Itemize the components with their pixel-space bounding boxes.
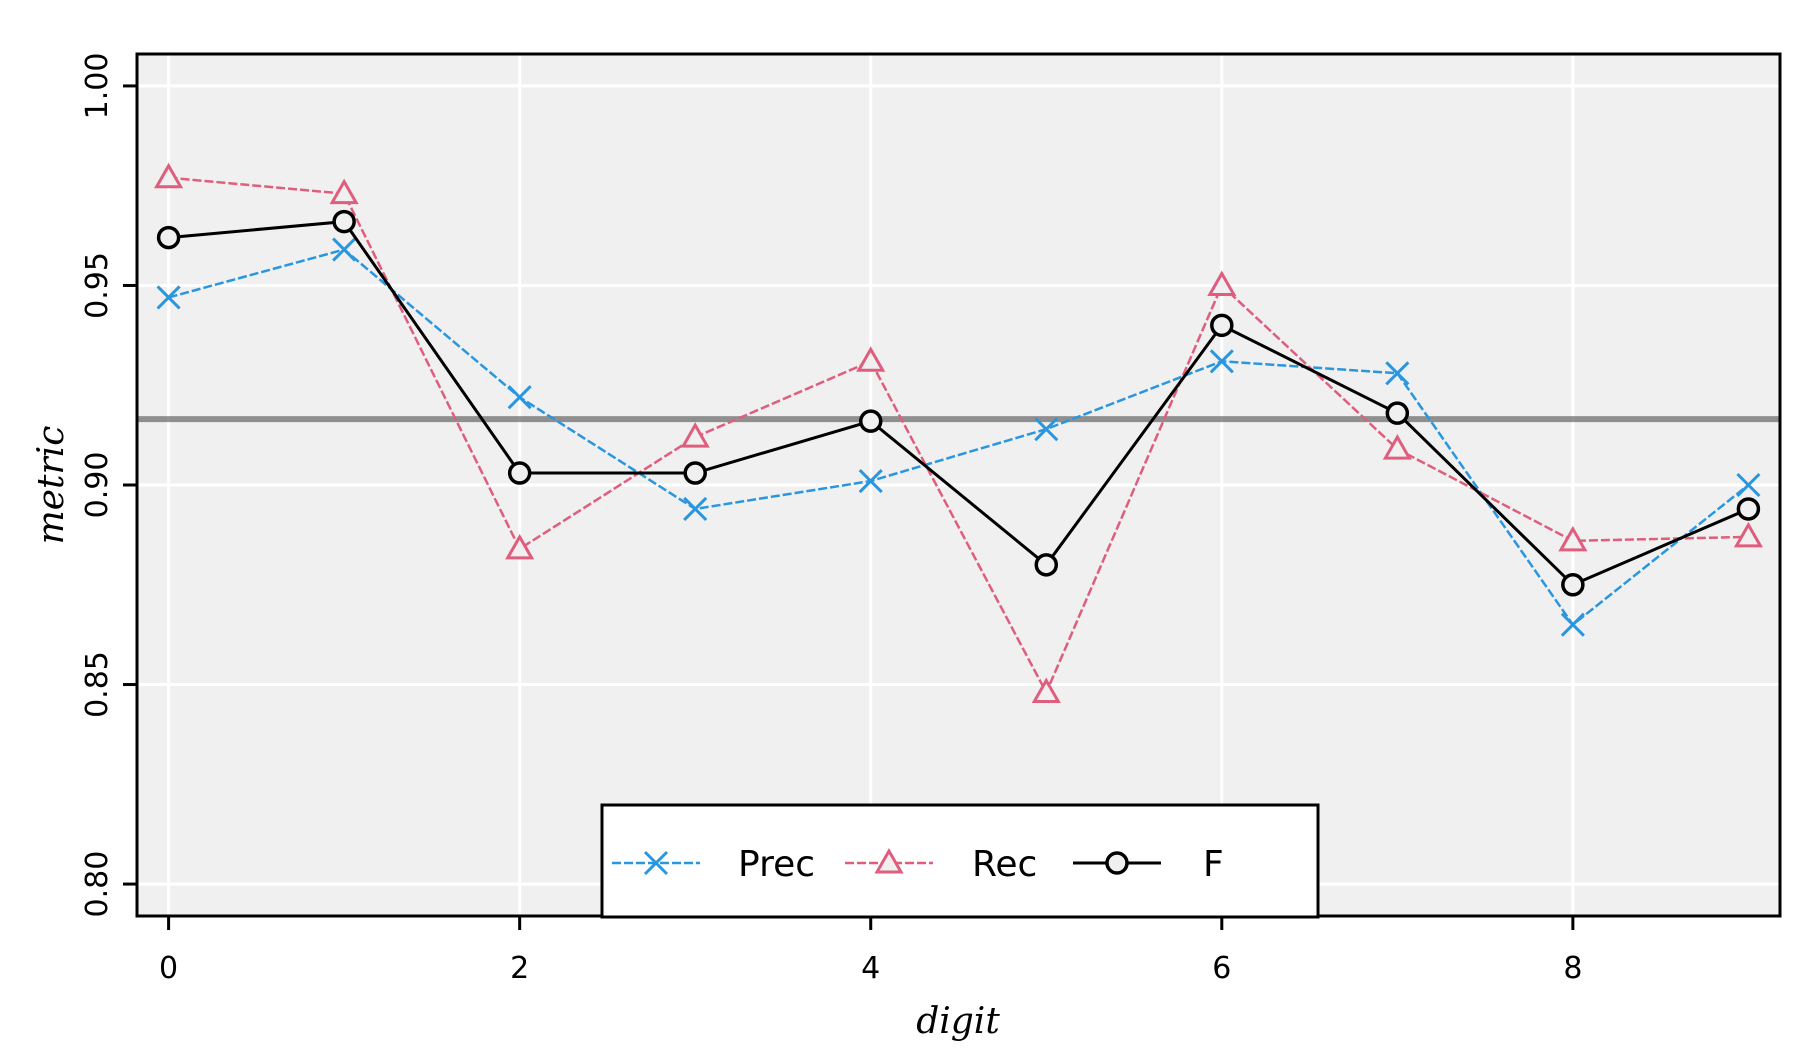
point-marker — [683, 461, 707, 485]
x-tick-label: 6 — [1212, 951, 1231, 986]
legend-entry-rec: Rec — [845, 844, 1037, 885]
series-line — [168, 176, 1749, 696]
marker-stroke — [858, 468, 883, 494]
point-marker — [1736, 472, 1761, 498]
point-marker — [507, 385, 532, 410]
point-marker — [1736, 497, 1761, 521]
series-line — [168, 220, 1749, 587]
point-marker — [1034, 553, 1059, 577]
marker-stroke — [1560, 612, 1585, 637]
point-marker — [1385, 361, 1410, 386]
series-layer — [154, 162, 1763, 704]
x-axis-title: digit — [916, 1001, 1000, 1042]
legend-entry-prec: Prec — [612, 844, 815, 885]
point-marker — [154, 162, 184, 189]
y-tick-label: 0.80 — [80, 851, 115, 918]
point-marker — [1382, 434, 1412, 460]
point-marker — [856, 346, 886, 372]
point-marker — [643, 850, 669, 876]
y-axis-title: metric — [31, 426, 72, 545]
marker-stroke — [156, 285, 181, 310]
point-marker — [329, 178, 359, 205]
point-marker — [1031, 677, 1061, 704]
point-marker — [1207, 270, 1237, 296]
series-rec — [154, 162, 1763, 704]
legend: Prec Rec F — [600, 803, 1320, 919]
marker-stroke — [683, 496, 708, 522]
series-prec — [156, 237, 1761, 637]
point-marker — [1385, 401, 1410, 425]
x-tick-label: 0 — [159, 951, 178, 986]
x-tick-label: 4 — [861, 951, 880, 986]
y-tick-label: 0.90 — [80, 452, 115, 519]
point-marker — [874, 847, 904, 874]
point-marker — [332, 237, 357, 262]
point-marker — [683, 496, 708, 522]
marker-stroke — [332, 237, 357, 262]
point-marker — [505, 533, 535, 560]
point-marker — [156, 285, 181, 310]
series-f — [156, 209, 1761, 597]
marker-stroke — [1209, 349, 1234, 374]
y-tick-label: 1.00 — [80, 53, 115, 120]
marker-stroke — [643, 850, 669, 876]
point-marker — [1561, 573, 1585, 597]
point-marker — [1105, 851, 1129, 875]
point-marker — [680, 422, 710, 448]
x-tick-label: 8 — [1563, 951, 1582, 986]
point-marker — [507, 461, 532, 485]
point-marker — [1209, 349, 1234, 374]
point-marker — [156, 225, 181, 250]
marker-stroke — [507, 385, 532, 410]
point-marker — [1210, 313, 1234, 338]
marker-stroke — [1034, 417, 1059, 442]
legend-label: Rec — [972, 844, 1037, 885]
point-marker — [1733, 521, 1763, 548]
series-line — [168, 248, 1750, 627]
marker-stroke — [1736, 472, 1761, 498]
y-tick-label: 0.95 — [80, 252, 115, 319]
y-tick-label: 0.85 — [80, 651, 115, 718]
legend-entry-f: F — [1073, 844, 1224, 885]
legend-label: Prec — [738, 844, 815, 885]
legend-box — [600, 803, 1320, 919]
point-marker — [1034, 417, 1059, 442]
point-marker — [332, 209, 356, 234]
legend-label: F — [1203, 844, 1224, 885]
axis-ticks: 0 2 4 6 8 0.80 0.85 0.90 0.95 1.00 — [80, 53, 1582, 986]
point-marker — [1560, 612, 1585, 637]
point-marker — [858, 409, 883, 433]
point-marker — [858, 468, 883, 494]
marker-stroke — [1385, 361, 1410, 386]
x-tick-label: 2 — [510, 951, 529, 986]
point-marker — [1558, 525, 1588, 552]
